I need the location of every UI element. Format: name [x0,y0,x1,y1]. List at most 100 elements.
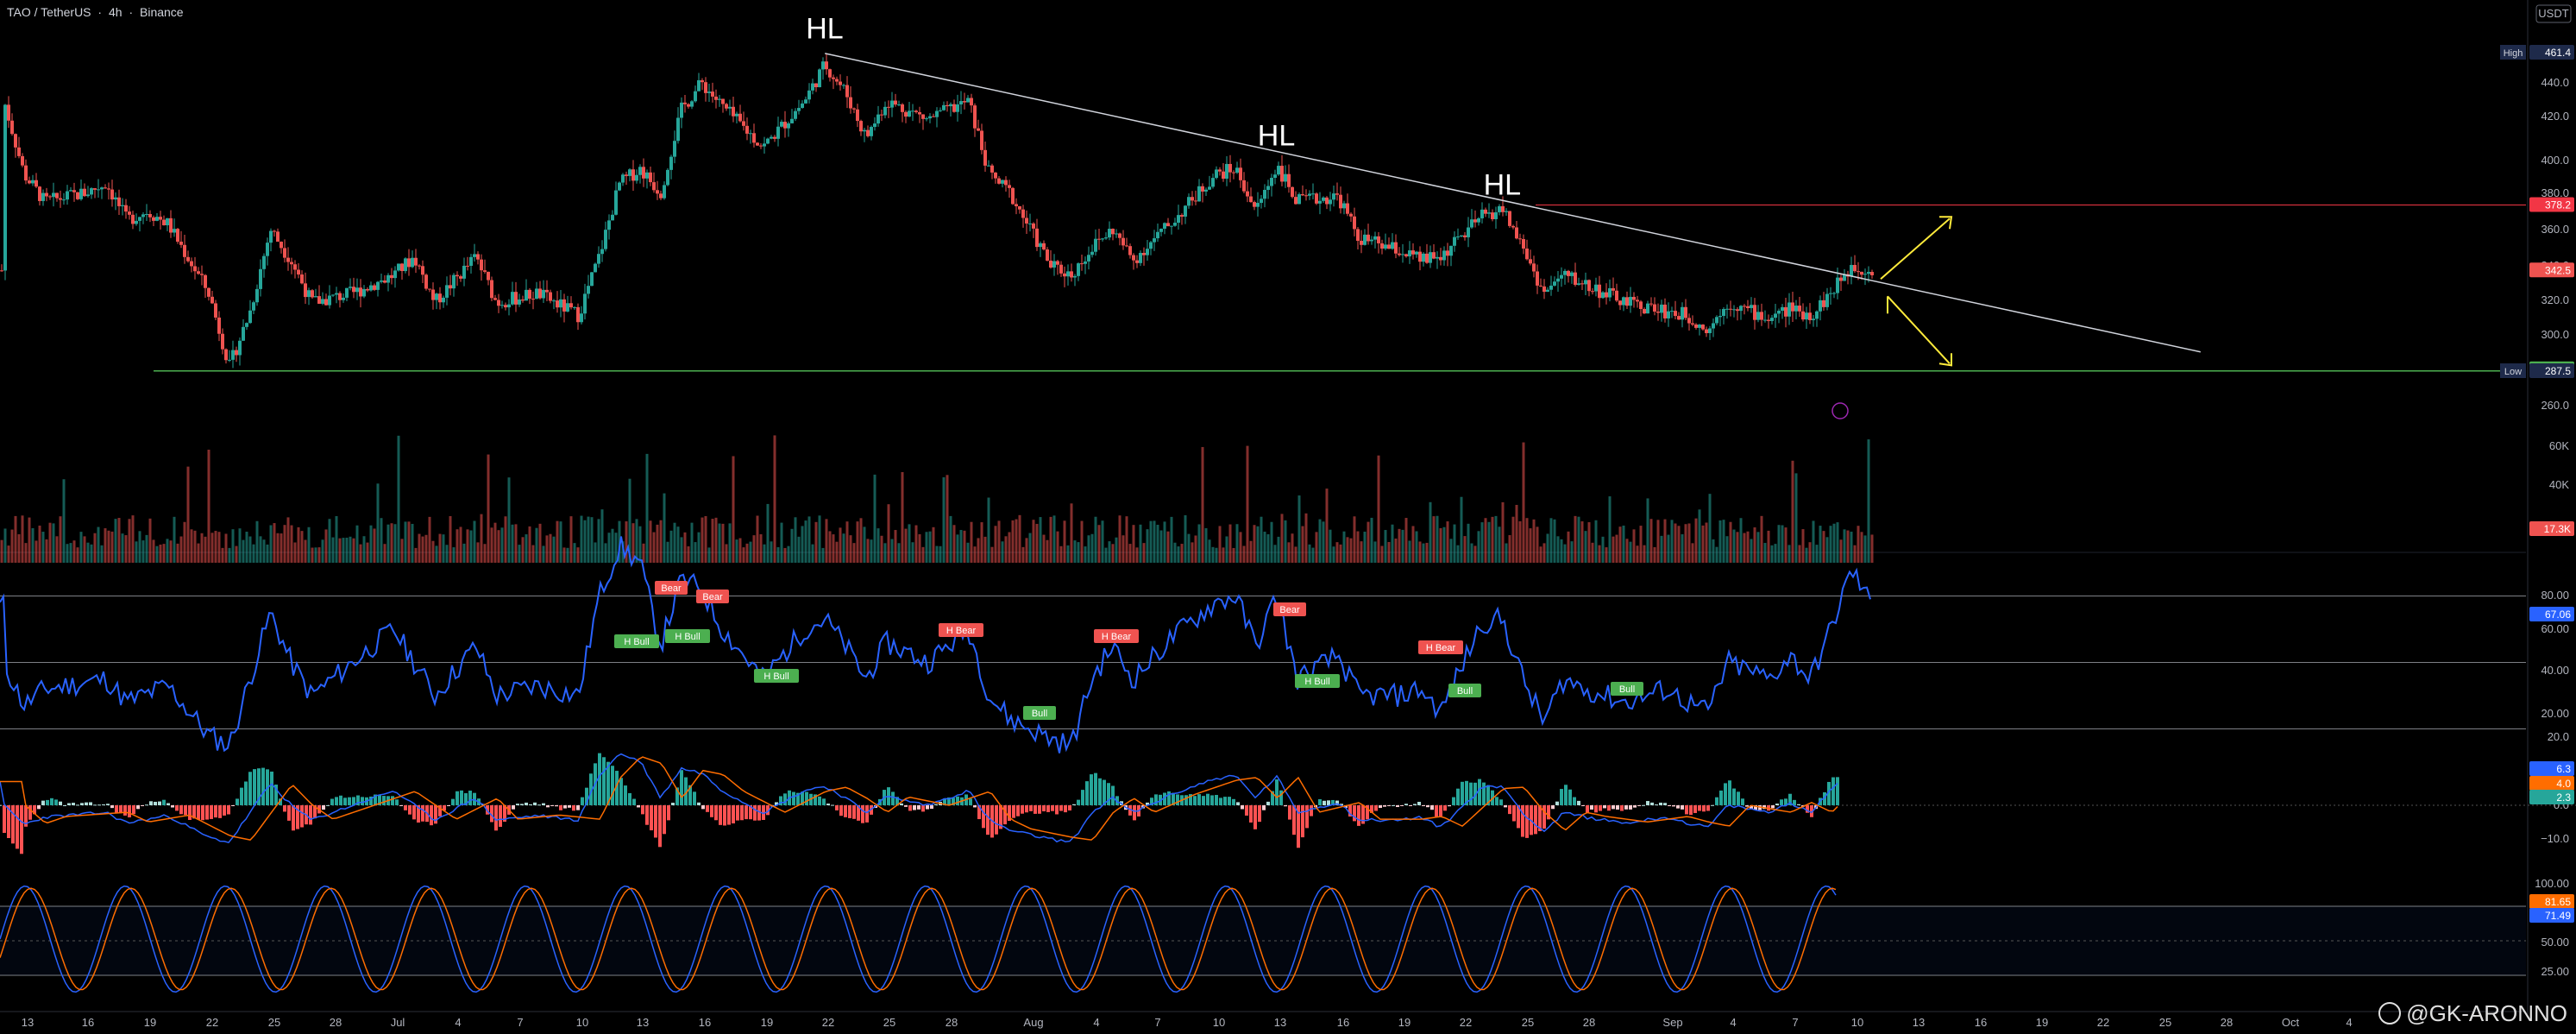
candle-body [1101,238,1104,240]
volume-bar [62,479,66,563]
macd-histogram-bar [1737,791,1740,805]
macd-histogram-bar [921,805,925,812]
macd-histogram-bar [1085,781,1089,805]
macd-histogram-bar [1370,805,1373,813]
candle-body [745,125,749,134]
volume-bar [186,466,190,563]
candle-body [1825,293,1829,307]
volume-bar [1070,503,1073,563]
divergence-label-bg [1094,629,1139,643]
volume-bar [1263,531,1266,563]
candle-body [121,205,124,206]
volume-bar [849,535,852,563]
volume-bar [783,547,787,563]
time-tick: 22 [206,1016,218,1029]
macd-histogram-bar [1215,795,1218,805]
volume-bar [1101,520,1104,563]
volume-bar [259,536,262,563]
candle-body [1225,163,1228,180]
price-axis[interactable]: USDT440.0420.0400.0380.0360.0340.0320.03… [2500,0,2574,1014]
candle-body [1418,251,1422,262]
candle-body [742,121,745,126]
volume-bar [483,544,487,563]
candle-body [55,192,59,199]
candle-body [214,303,217,318]
candle-body [1156,231,1159,239]
macd-histogram-bar [1189,794,1192,805]
macd-histogram-bar [1090,774,1093,805]
volume-bar [1339,544,1342,563]
time-tick: 4 [455,1016,461,1029]
volume-bar [1011,520,1015,563]
interval-label[interactable]: 4h [108,5,123,19]
macd-histogram-bar [1681,805,1684,810]
macd-histogram-bar [188,805,192,820]
divergence-label-bg [1611,682,1643,696]
candle-body [1563,270,1567,275]
candle-body [41,192,45,201]
volume-bar [804,520,807,563]
macd-histogram-bar [1008,805,1011,822]
macd-histogram-bar [675,787,679,805]
volume-bar [649,520,652,563]
high-tag: High [2504,48,2523,59]
drawing-lines[interactable] [154,53,2526,419]
macd-tick: −10.0 [2541,832,2569,845]
price-tick: 440.0 [2541,76,2569,89]
volume-bar [1487,521,1491,563]
macd-histogram-bar [171,805,174,808]
stoch-d-label: 71.49 [2545,910,2571,922]
macd-histogram-bar [67,803,71,805]
candle-body [390,274,393,279]
macd-histogram-bar [995,805,998,835]
volume-bar [707,547,711,563]
volume-bar [31,527,35,563]
candle-body [1349,213,1353,217]
candle-body [10,120,14,135]
volume-bar [1460,496,1463,563]
macd-histogram-bar [1676,805,1680,809]
candle-body [321,299,324,304]
volume-bar [1028,533,1032,563]
candle-body [497,299,500,306]
macd-histogram-bar [1577,800,1580,805]
volume-bar [297,526,300,563]
volume-bar [1687,523,1691,563]
candle-body [1449,245,1453,256]
macd-histogram-bar [1771,805,1775,809]
macd-histogram-bar [697,802,701,805]
macd-histogram-bar [766,805,770,816]
candle-body [3,104,7,271]
candle-body [1808,312,1812,320]
volume-bar [1629,541,1632,563]
volume-bar [1732,529,1736,563]
candle-body [1867,272,1870,274]
macd-histogram-bar [93,804,97,806]
candle-body [207,287,210,297]
macd-histogram-bar [438,805,442,816]
symbol-label[interactable]: TAO / TetherUS [7,5,91,19]
macd-histogram-bar [1719,790,1723,805]
volume-bar [1725,536,1729,563]
volume-bar [1273,545,1277,563]
candle-body [1018,205,1021,210]
macd-histogram-bar [1038,805,1041,814]
time-axis[interactable]: 13 16 19 22 25 28 Jul 4 7 10 13 16 19 22 25 28 Aug 4 7 10 13… [0,1011,2526,1029]
candle-body [90,188,93,195]
macd-histogram-bar [1366,805,1369,820]
volume-bar [131,515,135,563]
candle-body [849,97,852,109]
volume-bar [138,531,141,563]
volume-bar [821,547,825,563]
volume-bar [1594,520,1598,563]
candle-body [1194,200,1197,202]
candle-body [376,281,380,290]
volume-bar [145,534,148,563]
macd-histogram-bar [710,805,713,817]
volume-current-label-bg [2529,521,2574,536]
candle-body [573,306,576,308]
candle-body [462,265,466,279]
macd-histogram-bar [1603,805,1606,809]
macd-histogram-bar [166,803,170,805]
